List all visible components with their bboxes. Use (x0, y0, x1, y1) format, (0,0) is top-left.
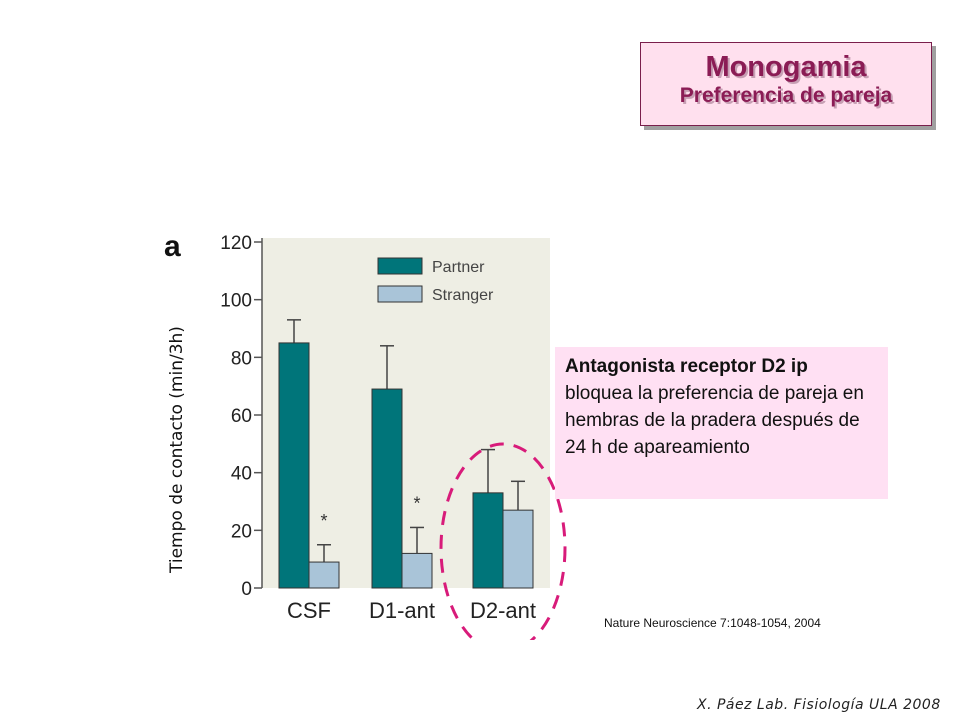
y-tick-label: 80 (231, 348, 252, 369)
credit-footer: X. Páez Lab. Fisiología ULA 2008 (697, 697, 941, 713)
info-box: Antagonista receptor D2 ip bloquea la pr… (555, 347, 888, 499)
bar-stranger-d2-ant (502, 509, 534, 589)
legend-label: Partner (432, 259, 485, 276)
y-tick-label: 40 (231, 464, 252, 485)
y-axis-label: Tiempo de contacto (min/3h) (167, 326, 187, 573)
reference-citation: Nature Neuroscience 7:1048-1054, 2004 (604, 616, 821, 630)
legend-swatch (377, 257, 423, 275)
y-tick-label: 100 (220, 291, 252, 312)
y-tick-label: 60 (231, 406, 252, 427)
y-tick-label: 20 (231, 521, 252, 542)
x-category-label: D1-ant (369, 598, 435, 623)
bar-partner-d1-ant (371, 388, 403, 589)
bar-stranger-d1-ant (401, 552, 433, 589)
bar-partner-csf (278, 342, 310, 589)
significance-marker: * (320, 511, 327, 531)
legend-swatch (377, 285, 423, 303)
x-category-label: D2-ant (470, 598, 536, 623)
bar-partner-d2-ant (472, 492, 504, 589)
bar-stranger-csf (308, 561, 340, 589)
y-tick-label: 120 (220, 233, 252, 254)
slide-title-box: Monogamia Preferencia de pareja (640, 42, 932, 126)
y-tick-label: 0 (241, 579, 252, 600)
info-heading: Antagonista receptor D2 ip (565, 356, 808, 377)
panel-letter: a (164, 230, 181, 263)
x-category-label: CSF (287, 598, 331, 623)
legend-label: Stranger (432, 287, 494, 304)
slide-title: Monogamia (705, 51, 867, 83)
slide-subtitle: Preferencia de pareja (679, 84, 893, 107)
significance-marker: * (413, 493, 420, 513)
highlight-ellipse (439, 442, 567, 640)
info-body: bloquea la preferencia de pareja en hemb… (565, 383, 864, 458)
bar-chart: a 0 20 40 60 80 100 120 * CSF * D1-ant D2-ant Partner… (164, 230, 567, 640)
